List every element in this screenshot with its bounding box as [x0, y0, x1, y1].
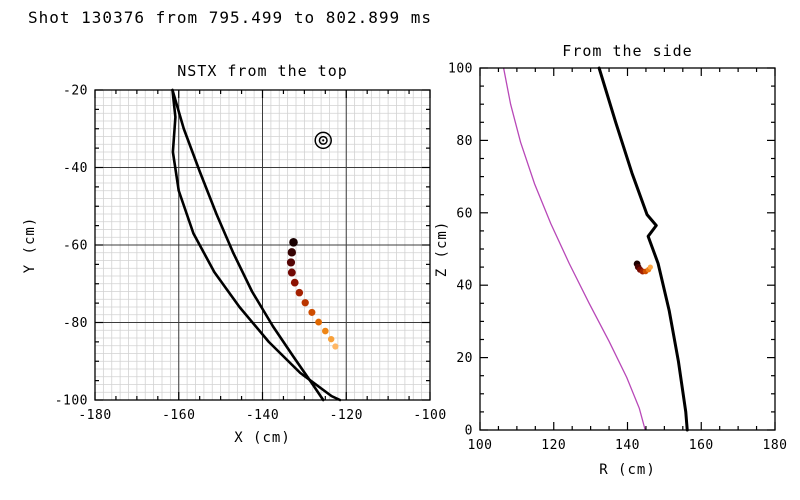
trajectory-point	[295, 288, 304, 297]
top-view-title: NSTX from the top	[177, 62, 348, 80]
side-view-title: From the side	[562, 42, 693, 60]
x-tick-label: 180	[763, 438, 788, 453]
y-tick-label: -80	[63, 316, 88, 331]
trajectory-point	[289, 237, 298, 247]
top-view-plot: -180 -160 -140 -120 -100 -100 -80 -60 -40 -20	[55, 84, 446, 424]
plot-frame	[479, 67, 776, 431]
flux-surface-line	[502, 67, 646, 431]
trajectory-point	[301, 299, 309, 307]
x-tick-label: -140	[246, 408, 279, 423]
y-tick-label: 20	[456, 351, 473, 366]
trajectory-point	[315, 318, 323, 326]
trajectory-point	[321, 327, 329, 335]
y-tick-label: -60	[63, 239, 88, 254]
sightline-marker-outer	[314, 131, 332, 150]
figure-title: Shot 130376 from 795.499 to 802.899 ms	[28, 8, 433, 27]
y-tick-label: -100	[55, 394, 88, 409]
sightline-marker-inner	[318, 135, 328, 145]
x-tick-label: 140	[615, 438, 640, 453]
trajectory-point	[332, 343, 339, 350]
x-tick-label: -180	[78, 408, 111, 423]
x-tick-label: -100	[413, 408, 446, 423]
x-tick-label: 100	[468, 438, 493, 453]
vessel-line	[171, 88, 325, 402]
trajectory-point	[287, 248, 297, 257]
x-tick-label: -120	[330, 408, 363, 423]
vessel-line	[597, 66, 689, 432]
x-tick-label: 160	[689, 438, 714, 453]
y-tick-label: -20	[63, 84, 88, 99]
y-tick-label: 60	[456, 206, 473, 221]
y-tick-label: 40	[456, 279, 473, 294]
trajectory-point	[287, 268, 296, 277]
sightline-marker-dot	[322, 139, 325, 142]
trajectory-point	[647, 264, 653, 270]
trajectory-point	[286, 258, 296, 267]
trajectory-point	[327, 335, 335, 343]
y-tick-label: -40	[63, 161, 88, 176]
side-view-xlabel: R (cm)	[599, 462, 656, 478]
y-tick-label: 100	[448, 62, 473, 77]
x-tick-label: -160	[162, 408, 195, 423]
y-tick-label: 0	[465, 424, 473, 439]
y-tick-label: 80	[456, 134, 473, 149]
top-view-xlabel: X (cm)	[234, 430, 291, 446]
side-view-plot: 100 120 140 160 180 0 20 40 60 80 100	[448, 62, 788, 454]
trajectory-point	[308, 308, 316, 316]
x-tick-label: 120	[541, 438, 566, 453]
trajectory-point	[290, 278, 299, 287]
